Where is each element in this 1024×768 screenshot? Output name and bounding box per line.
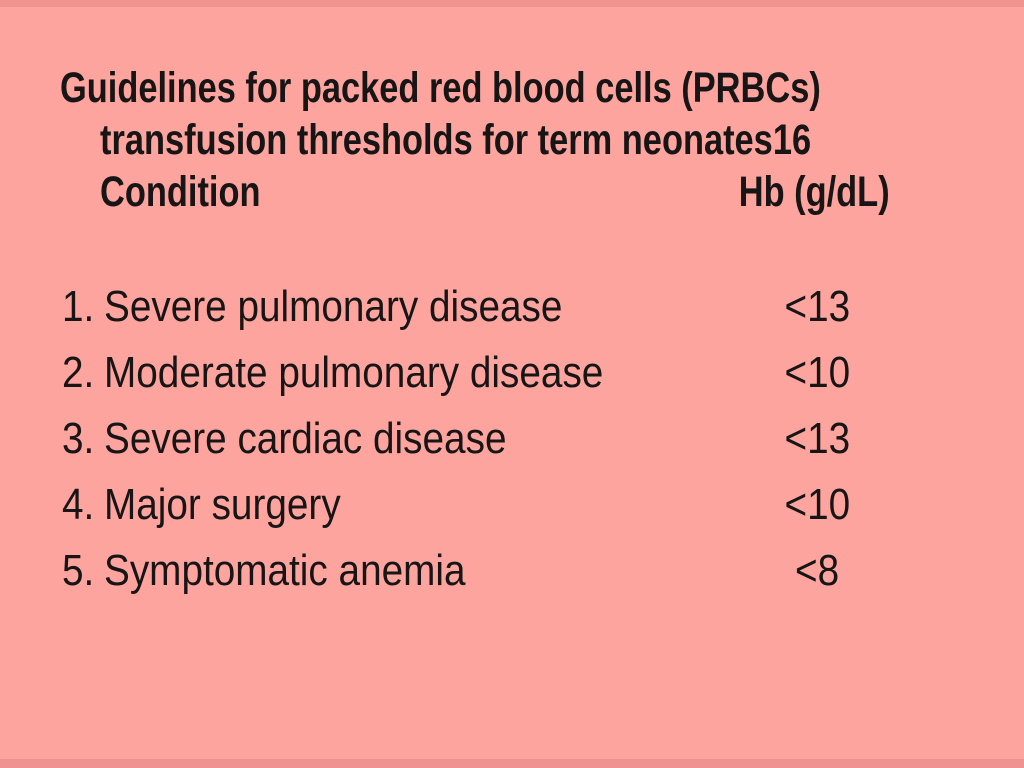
list-item: 5. Symptomatic anemia <8: [62, 545, 892, 597]
list-item-threshold: <13: [742, 281, 892, 333]
slide-title: Guidelines for packed red blood cells (P…: [60, 62, 1011, 218]
column-header-condition-wrap: Condition: [100, 166, 301, 218]
list-item-number: 5.: [62, 545, 104, 597]
list-item-number-text: 2.: [62, 348, 95, 397]
slide-bottom-edge: [0, 759, 1024, 768]
list-item-number: 3.: [62, 413, 104, 465]
list-item-condition-text: Severe pulmonary disease: [104, 282, 563, 331]
list-item-condition-text: Major surgery: [104, 480, 341, 529]
list-item-number-text: 1.: [62, 282, 95, 331]
column-header-hb-wrap: Hb (g/dL): [701, 166, 890, 218]
list-item-number: 4.: [62, 479, 104, 531]
list-item-threshold-text: <10: [784, 348, 850, 397]
list-item: 3. Severe cardiac disease <13: [62, 413, 892, 465]
list-item-condition: Moderate pulmonary disease: [104, 347, 742, 399]
list-item-number-text: 5.: [62, 546, 95, 595]
list-item-condition-text: Symptomatic anemia: [104, 546, 466, 595]
list-item-threshold: <13: [742, 413, 892, 465]
list-item-threshold: <8: [742, 545, 892, 597]
table-header-row: Condition Hb (g/dL): [100, 166, 890, 218]
list-item: 4. Major surgery <10: [62, 479, 892, 531]
title-line-2: transfusion thresholds for term neonates…: [100, 114, 1011, 166]
list-item-threshold-text: <8: [794, 546, 840, 595]
list-item-number-text: 3.: [62, 414, 95, 463]
list-item-threshold-text: <13: [784, 282, 850, 331]
list-item-condition: Symptomatic anemia: [104, 545, 742, 597]
list-item-threshold: <10: [742, 347, 892, 399]
list-item-condition: Severe cardiac disease: [104, 413, 742, 465]
slide-top-edge: [0, 0, 1024, 7]
column-header-hb: Hb (g/dL): [739, 168, 890, 216]
list-item-threshold-text: <10: [784, 480, 850, 529]
list-item-condition: Major surgery: [104, 479, 742, 531]
list-item-threshold-text: <13: [784, 414, 850, 463]
list-item: 2. Moderate pulmonary disease <10: [62, 347, 892, 399]
list-item-threshold: <10: [742, 479, 892, 531]
list-item-condition-text: Moderate pulmonary disease: [104, 348, 604, 397]
title-line-2-text: transfusion thresholds for term neonates…: [100, 116, 812, 164]
list-item-condition: Severe pulmonary disease: [104, 281, 742, 333]
list-item-number-text: 4.: [62, 480, 95, 529]
list-item-condition-text: Severe cardiac disease: [104, 414, 507, 463]
title-line-1-text: Guidelines for packed red blood cells (P…: [60, 64, 821, 112]
column-header-condition: Condition: [100, 168, 261, 216]
list-item-number: 1.: [62, 281, 104, 333]
list-item: 1. Severe pulmonary disease <13: [62, 281, 892, 333]
title-line-1: Guidelines for packed red blood cells (P…: [60, 62, 1011, 114]
list-item-number: 2.: [62, 347, 104, 399]
